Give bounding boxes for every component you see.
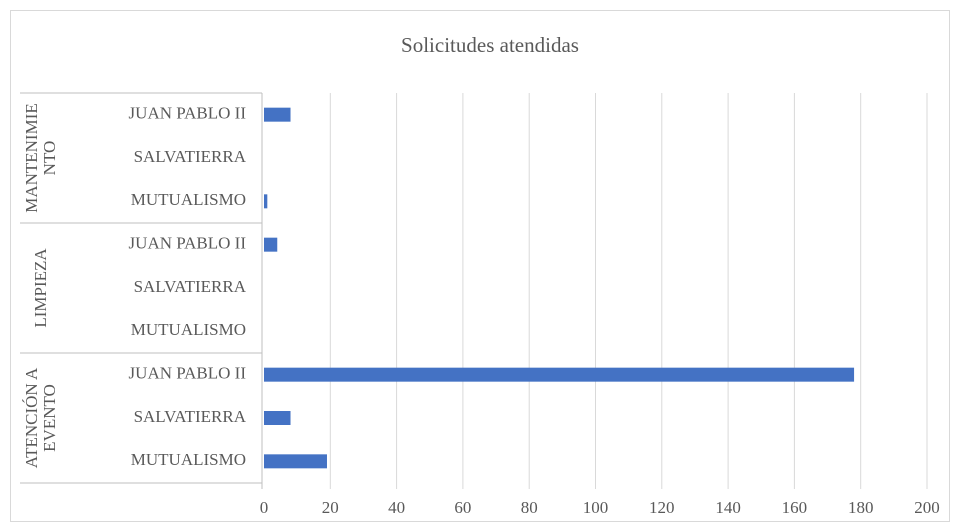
x-tick-label: 80 — [521, 498, 538, 517]
x-tick-label: 120 — [649, 498, 675, 517]
bar — [264, 107, 291, 122]
bar — [264, 411, 291, 425]
chart-border — [10, 10, 950, 522]
bar — [264, 194, 268, 209]
x-tick-label: 100 — [583, 498, 609, 517]
y-tick-label: SALVATIERRA — [134, 407, 247, 426]
x-tick-label: 40 — [388, 498, 405, 517]
chart-title: Solicitudes atendidas — [401, 33, 579, 57]
y-tick-label: JUAN PABLO II — [129, 234, 247, 253]
group-label: LIMPIEZA — [31, 248, 50, 328]
bar — [264, 237, 278, 252]
x-tick-label: 140 — [715, 498, 741, 517]
y-tick-label: MUTUALISMO — [131, 320, 246, 339]
bar — [264, 367, 855, 382]
x-tick-label: 60 — [454, 498, 471, 517]
bar — [264, 454, 327, 469]
group-label: ATENCIÓN A EVENTO — [22, 367, 59, 469]
y-tick-label: JUAN PABLO II — [129, 104, 247, 123]
y-tick-label: JUAN PABLO II — [129, 364, 247, 383]
x-tick-label: 200 — [914, 498, 940, 517]
y-tick-label: MUTUALISMO — [131, 190, 246, 209]
y-tick-label: SALVATIERRA — [134, 277, 247, 296]
x-tick-label: 180 — [848, 498, 874, 517]
x-tick-label: 0 — [260, 498, 269, 517]
x-tick-label: 160 — [782, 498, 808, 517]
y-tick-label: SALVATIERRA — [134, 147, 247, 166]
group-label: MANTENIMIENTO — [22, 103, 59, 213]
x-tick-label: 20 — [322, 498, 339, 517]
y-tick-label: MUTUALISMO — [131, 450, 246, 469]
